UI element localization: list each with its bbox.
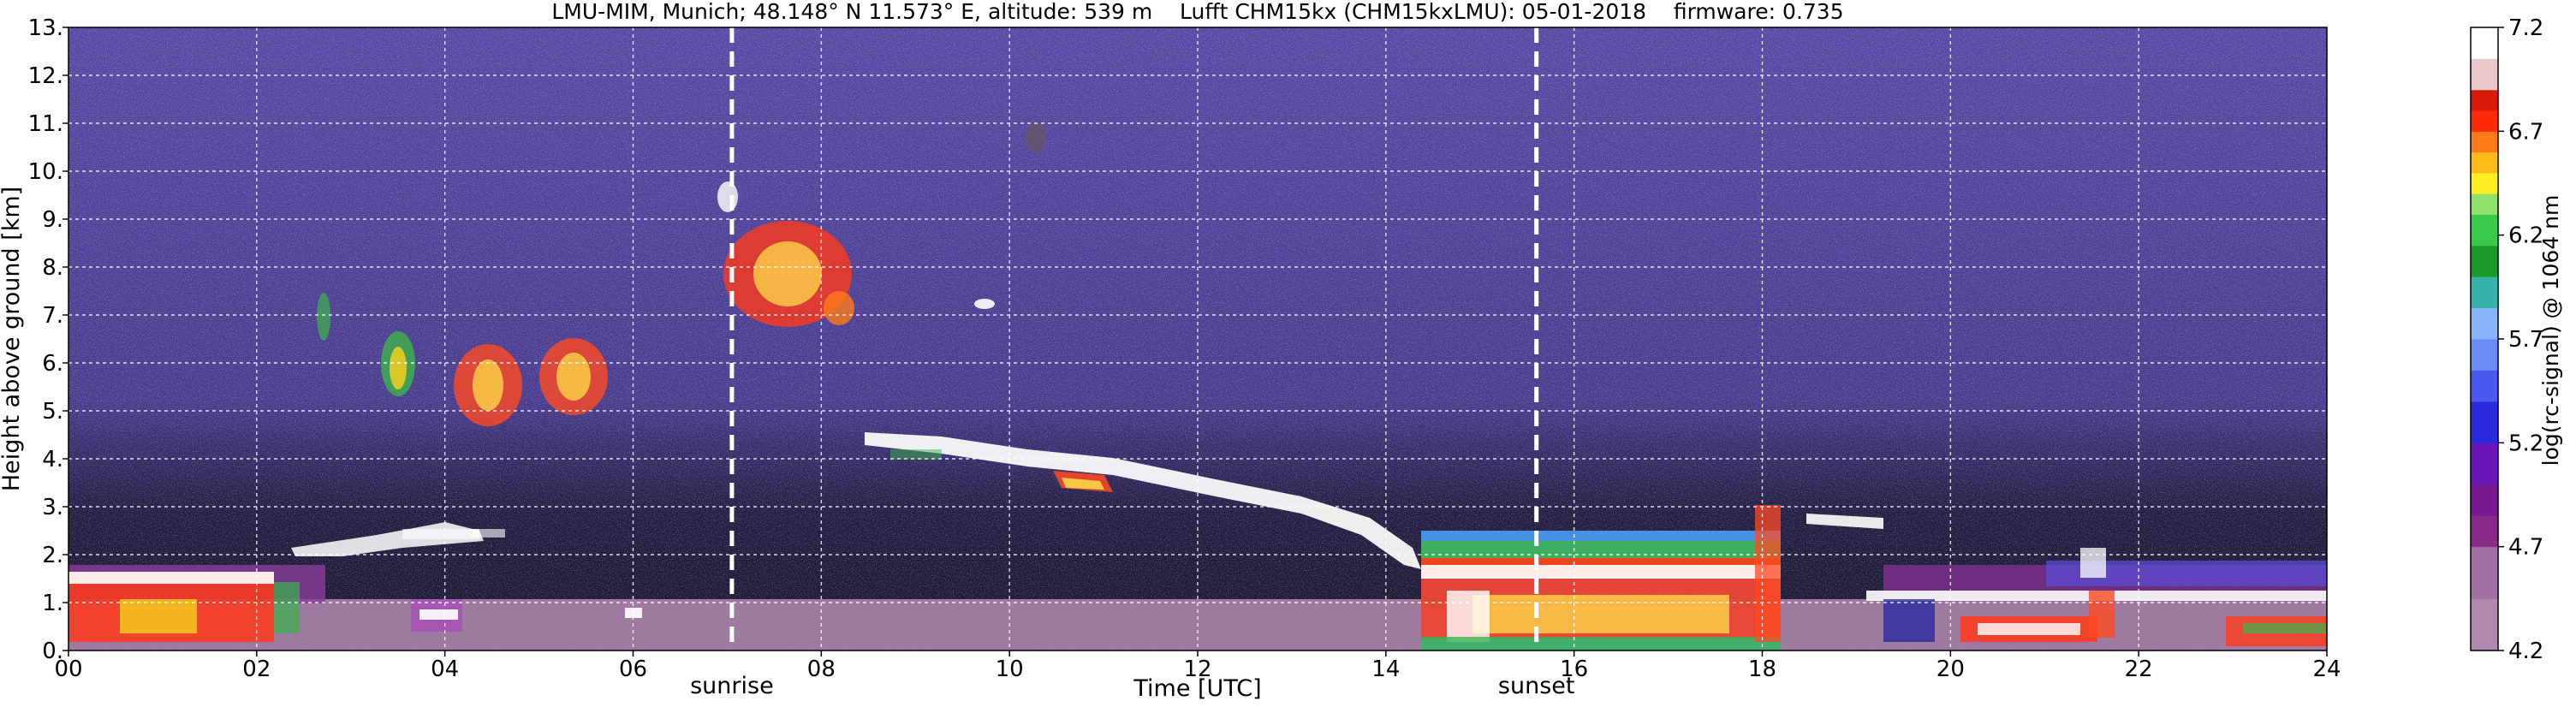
evening-layers	[1806, 514, 2327, 646]
x-tick-label: 00	[54, 656, 82, 682]
y-tick-label: 4.	[42, 447, 63, 472]
colorbar-segment	[2471, 401, 2498, 443]
y-tick-label: 9.	[42, 207, 63, 233]
x-tick-label: 16	[1560, 656, 1588, 682]
x-axis-label: Time [UTC]	[1133, 675, 1261, 702]
colorbar-label: log(rc-signal) @ 1064 nm	[2538, 195, 2563, 466]
x-tick-label: 02	[242, 656, 271, 682]
y-tick-label: 7.	[42, 303, 63, 329]
y-tick-label: 0.	[42, 639, 63, 664]
colorbar-tick-label: 5.7	[2508, 327, 2543, 353]
colorbar-segment	[2471, 214, 2498, 247]
colorbar-segment	[2471, 515, 2498, 548]
x-tick-label: 12	[1183, 656, 1211, 682]
x-tick-label: 20	[1936, 656, 1965, 682]
x-tick-label: 18	[1748, 656, 1776, 682]
clouds-mid-morning	[317, 293, 608, 426]
sun-marker-label: sunrise	[690, 673, 774, 699]
x-tick-label: 22	[2125, 656, 2153, 682]
plot-area	[68, 27, 2327, 651]
patch-04utc-top	[419, 609, 458, 620]
colorbar-segment	[2471, 245, 2498, 277]
colorbar-segment	[2471, 276, 2498, 309]
y-tick-label: 11.	[28, 111, 63, 137]
y-tick-label: 12.	[28, 63, 63, 89]
y-tick-label: 10.	[28, 159, 63, 185]
boundary-layer-morning-top	[68, 572, 274, 584]
y-axis: 0. 1. 2. 3. 4. 5. 6. 7. 8. 9. 10. 11. 12. 13.	[28, 15, 68, 664]
colorbar-segment	[2471, 172, 2498, 194]
y-tick-label: 3.	[42, 495, 63, 520]
y-tick-label: 8.	[42, 255, 63, 281]
boundary-layer-morning-edge	[274, 582, 300, 633]
y-axis-label: Height above ground [km]	[0, 187, 25, 491]
colorbar-segment	[2471, 370, 2498, 402]
x-axis: 00 02 04 06 08 10 12 14 16 18 20 22 24	[54, 651, 2341, 682]
grid-lines	[68, 27, 2327, 651]
colorbar-tick-label: 5.2	[2508, 431, 2543, 456]
x-tick-label: 06	[619, 656, 647, 682]
chart-title: LMU-MIM, Munich; 48.148° N 11.573° E, al…	[551, 0, 1843, 24]
sun-marker-label: sunset	[1498, 673, 1575, 699]
colorbar-segment	[2471, 546, 2498, 599]
sun-markers: sunrise sunset	[690, 27, 1574, 699]
x-tick-label: 08	[807, 656, 836, 682]
colorbar-segment	[2471, 131, 2498, 153]
y-tick-label: 6.	[42, 351, 63, 377]
x-tick-label: 04	[431, 656, 459, 682]
y-tick-label: 5.	[42, 399, 63, 425]
colorbar-segment	[2471, 484, 2498, 516]
boundary-layer-afternoon	[1421, 505, 1781, 651]
x-tick-label: 14	[1371, 656, 1400, 682]
colorbar-segment	[2471, 58, 2498, 91]
y-tick-label: 2.	[42, 543, 63, 568]
colorbar-tick-label: 6.2	[2508, 223, 2543, 249]
colorbar-tick-label: 4.2	[2508, 639, 2543, 664]
colorbar-tick-label: 6.7	[2508, 119, 2543, 145]
cirrus-after-sunrise	[717, 122, 1046, 327]
colorbar-segment	[2471, 193, 2498, 215]
colorbar-tick-label: 4.7	[2508, 535, 2543, 561]
colorbar-segment	[2471, 598, 2498, 651]
colorbar-segment	[2471, 152, 2498, 174]
x-tick-label: 10	[996, 656, 1024, 682]
colorbar-segment	[2471, 307, 2498, 340]
y-tick-label: 1.	[42, 591, 63, 616]
colorbar-segment	[2471, 27, 2498, 59]
colorbar-segment	[2471, 110, 2498, 132]
boundary-layer-morning-core	[120, 599, 197, 633]
layer-2km-morning-2	[402, 529, 479, 539]
colorbar-segment	[2471, 339, 2498, 371]
colorbar: 4.2 4.7 5.2 5.7 6.2 6.7 7.2	[2470, 15, 2543, 664]
patch-0430utc	[471, 529, 505, 538]
colorbar-segment	[2471, 443, 2498, 485]
descending-layer	[865, 432, 1421, 569]
colorbar-tick-label: 7.2	[2508, 15, 2543, 41]
colorbar-segment	[2471, 89, 2498, 111]
x-tick-label: 24	[2312, 656, 2341, 682]
y-tick-label: 13.	[28, 15, 63, 41]
